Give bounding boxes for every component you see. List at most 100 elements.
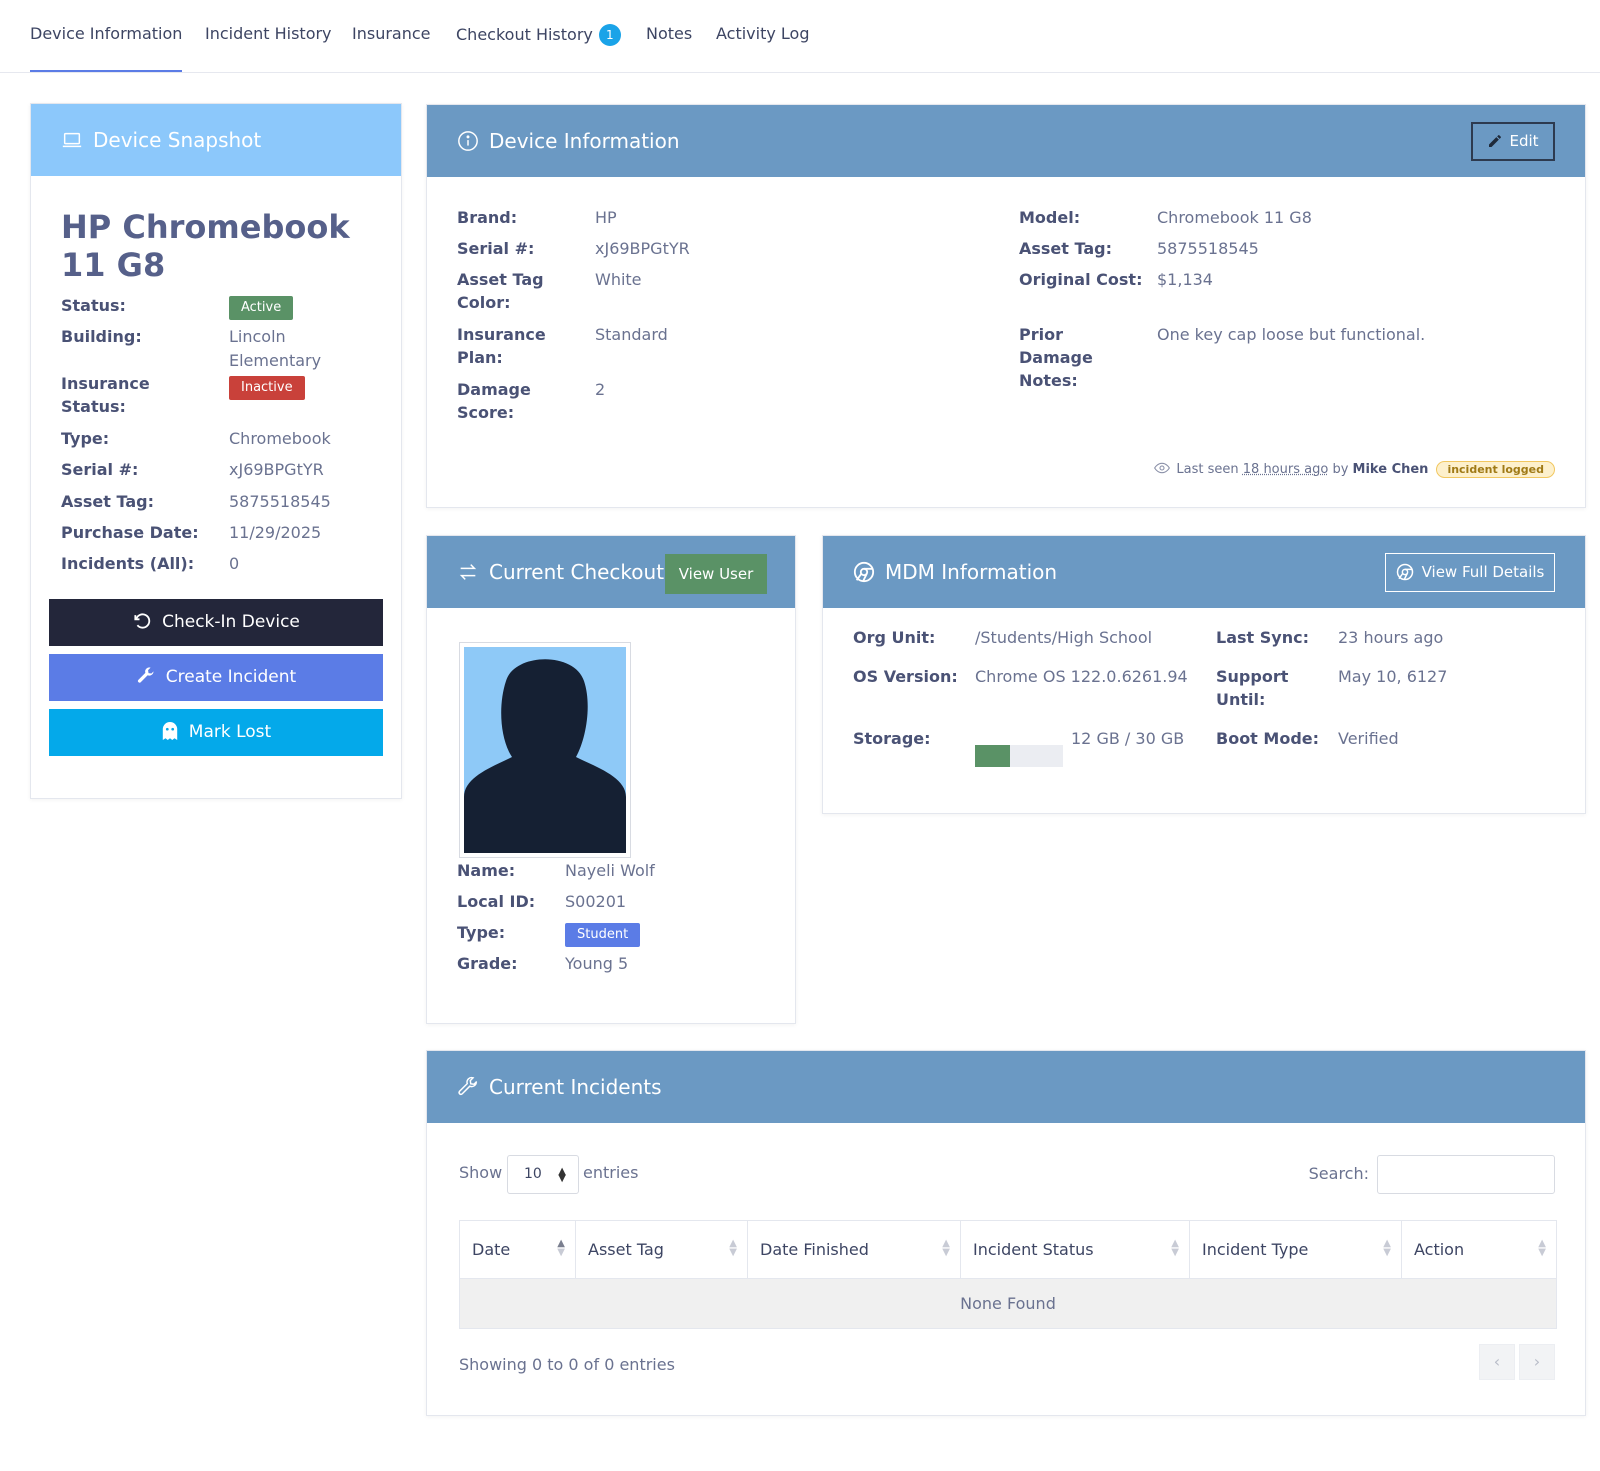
type-label: Type: [61, 429, 110, 448]
user-silhouette-icon [464, 647, 626, 853]
column-incident-type-label: Incident Type [1202, 1240, 1309, 1259]
mdm-information-card: MDM Information View Full Details Org Un… [822, 535, 1586, 814]
column-asset-tag-label: Asset Tag [588, 1240, 664, 1259]
edit-label: Edit [1509, 132, 1539, 150]
current-incidents-title: Current Incidents [489, 1075, 662, 1099]
original-cost-label: Original Cost: [1019, 270, 1143, 289]
incidents-value: 0 [229, 554, 240, 573]
serial-label: Serial #: [457, 239, 535, 258]
create-incident-button[interactable]: Create Incident [49, 654, 383, 701]
previous-page-button[interactable]: ‹ [1479, 1344, 1515, 1380]
org-unit-value: /Students/High School [975, 628, 1153, 647]
view-full-details-button[interactable]: View Full Details [1385, 553, 1555, 592]
view-user-button[interactable]: View User [665, 554, 767, 594]
tab-insurance[interactable]: Insurance [352, 24, 431, 43]
device-information-header: Device Information Edit [427, 105, 1585, 177]
page-size-select[interactable]: 10 ▲ ▼ [507, 1155, 579, 1194]
grade-label: Grade: [457, 954, 518, 973]
last-seen-prefix: Last seen [1176, 462, 1239, 477]
asset-tag-label: Asset Tag: [1019, 239, 1112, 258]
storage-bar-fill [975, 745, 1011, 767]
column-date-label: Date [472, 1240, 511, 1259]
search-input[interactable] [1377, 1155, 1555, 1194]
column-incident-type[interactable]: Incident Type ▲ ▼ [1189, 1220, 1402, 1279]
damage-score-label: Damage Score: [457, 380, 531, 422]
table-header-row: Date ▲ ▼ Asset Tag ▲ ▼ Date Finished ▲ ▼ Incid… [459, 1220, 1557, 1279]
current-incidents-card: Current Incidents Show 10 ▲ ▼ entries Sear… [426, 1050, 1586, 1416]
last-sync-label: Last Sync: [1216, 628, 1309, 647]
insurance-status-label: Insurance Status: [61, 374, 150, 416]
device-snapshot-header: Device Snapshot [31, 104, 401, 176]
wrench-icon [137, 667, 154, 683]
building-label: Building: [61, 327, 142, 346]
purchase-date-label: Purchase Date: [61, 523, 199, 542]
serial-value: xJ69BPGtYR [229, 460, 324, 479]
mark-lost-button[interactable]: Mark Lost [49, 709, 383, 756]
incidents-label: Incidents (All): [61, 554, 195, 573]
incident-logged-badge: incident logged [1436, 461, 1555, 478]
brand-value: HP [595, 208, 617, 227]
sort-icon: ▲ ▼ [942, 1238, 950, 1258]
type-value: Chromebook [229, 429, 331, 448]
check-in-device-button[interactable]: Check-In Device [49, 599, 383, 646]
column-date-finished[interactable]: Date Finished ▲ ▼ [747, 1220, 961, 1279]
insurance-plan-label: Insurance Plan: [457, 325, 546, 367]
user-photo [459, 642, 631, 858]
last-seen-info: Last seen 18 hours ago by Mike Chen incid… [1154, 461, 1555, 478]
sort-icon: ▲ ▼ [1171, 1238, 1179, 1258]
boot-mode-label: Boot Mode: [1216, 729, 1320, 748]
info-icon [458, 131, 478, 151]
next-page-button[interactable]: › [1519, 1344, 1555, 1380]
wrench-icon [458, 1076, 478, 1096]
local-id-label: Local ID: [457, 892, 536, 911]
name-label: Name: [457, 861, 516, 880]
sort-icon: ▲ ▼ [1538, 1238, 1546, 1258]
tab-incident-history[interactable]: Incident History [205, 24, 332, 43]
prior-damage-notes-value: One key cap loose but functional. [1157, 325, 1426, 344]
model-label: Model: [1019, 208, 1081, 227]
mdm-information-title: MDM Information [885, 560, 1058, 584]
edit-button[interactable]: Edit [1471, 122, 1555, 161]
tab-device-information[interactable]: Device Information [30, 24, 183, 43]
insurance-plan-value: Standard [595, 325, 668, 344]
support-until-value: May 10, 6127 [1338, 667, 1448, 686]
view-full-details-label: View Full Details [1421, 563, 1545, 581]
grade-value: Young 5 [565, 954, 629, 973]
serial-value: xJ69BPGtYR [595, 239, 690, 258]
column-asset-tag[interactable]: Asset Tag ▲ ▼ [575, 1220, 748, 1279]
building-value: Lincoln Elementary [229, 327, 322, 370]
current-checkout-header: Current Checkout View User [427, 536, 795, 608]
support-until-label: Support Until: [1216, 667, 1289, 709]
entries-label: entries [583, 1163, 639, 1182]
tab-checkout-history[interactable]: Checkout History 1 [456, 24, 621, 46]
insurance-status-badge: Inactive [229, 376, 305, 400]
boot-mode-value: Verified [1338, 729, 1399, 748]
os-version-value: Chrome OS 122.0.6261.94 [975, 667, 1188, 686]
device-information-card: Device Information Edit Brand: HP Serial… [426, 104, 1586, 508]
os-version-label: OS Version: [853, 667, 958, 686]
sort-ascending-icon: ▲ ▼ [557, 1238, 565, 1258]
asset-tag-label: Asset Tag: [61, 492, 154, 511]
tab-activity-log[interactable]: Activity Log [716, 24, 810, 43]
active-tab-indicator [30, 70, 182, 72]
device-name: HP Chromebook 11 G8 [61, 208, 350, 284]
model-value: Chromebook 11 G8 [1157, 208, 1312, 227]
column-action[interactable]: Action ▲ ▼ [1401, 1220, 1557, 1279]
create-incident-label: Create Incident [165, 667, 297, 687]
tab-notes[interactable]: Notes [646, 24, 693, 43]
asset-tag-value: 5875518545 [1157, 239, 1259, 258]
select-arrows-icon: ▲ ▼ [558, 1166, 566, 1184]
column-date[interactable]: Date ▲ ▼ [459, 1220, 576, 1279]
tab-checkout-history-label: Checkout History [456, 25, 593, 44]
last-seen-user[interactable]: Mike Chen [1352, 462, 1429, 477]
damage-score-value: 2 [595, 380, 606, 399]
asset-tag-color-value: White [595, 270, 642, 289]
device-snapshot-card: Device Snapshot HP Chromebook 11 G8 Stat… [30, 103, 402, 799]
device-snapshot-title: Device Snapshot [93, 128, 262, 152]
empty-table-message: None Found [459, 1278, 1557, 1329]
name-value: Nayeli Wolf [565, 861, 655, 880]
pencil-icon [1489, 135, 1502, 147]
incidents-table: Date ▲ ▼ Asset Tag ▲ ▼ Date Finished ▲ ▼ Incid… [459, 1220, 1557, 1329]
column-incident-status[interactable]: Incident Status ▲ ▼ [960, 1220, 1190, 1279]
chevron-left-icon: ‹ [1493, 1352, 1501, 1371]
